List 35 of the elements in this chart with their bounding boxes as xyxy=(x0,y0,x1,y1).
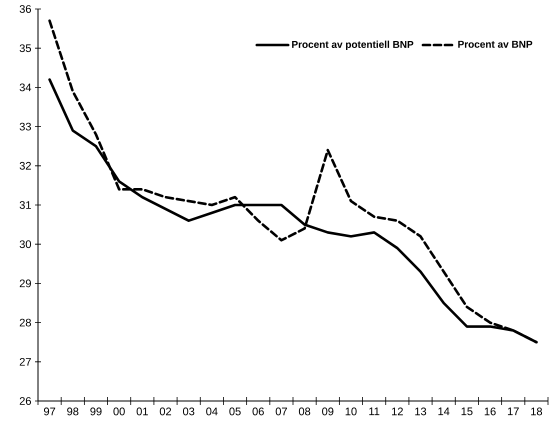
x-tick-label: 12 xyxy=(392,408,403,416)
x-tick-label: 98 xyxy=(67,408,78,416)
y-tick-label: 31 xyxy=(20,201,31,209)
x-tick-label: 11 xyxy=(369,408,380,416)
x-tick-label: 97 xyxy=(44,408,56,416)
x-tick-label: 14 xyxy=(438,408,450,416)
x-tick-label: 01 xyxy=(136,408,148,416)
x-tick-label: 16 xyxy=(484,408,496,416)
y-tick-label: 27 xyxy=(20,358,31,366)
y-tick-label: 32 xyxy=(20,162,31,170)
x-tick-label: 08 xyxy=(298,408,310,416)
y-tick-label: 29 xyxy=(20,280,31,288)
y-tick-label: 33 xyxy=(20,122,31,130)
x-tick-label: 02 xyxy=(160,408,172,416)
y-tick-label: 28 xyxy=(20,318,31,326)
x-tick-label: 00 xyxy=(113,408,125,416)
x-tick-label: 18 xyxy=(531,408,542,416)
x-tick-label: 07 xyxy=(276,408,287,416)
x-tick-label: 99 xyxy=(90,408,102,416)
y-tick-label: 30 xyxy=(20,240,32,248)
legend-label: Procent av BNP xyxy=(458,40,532,48)
x-tick-label: 13 xyxy=(415,408,426,416)
x-tick-label: 09 xyxy=(322,408,334,416)
x-tick-label: 17 xyxy=(508,408,519,416)
y-tick-label: 36 xyxy=(20,5,31,13)
x-tick-label: 05 xyxy=(229,408,241,416)
x-tick-label: 06 xyxy=(252,408,264,416)
y-tick-label: 26 xyxy=(20,397,31,405)
y-tick-label: 35 xyxy=(20,44,31,52)
x-tick-label: 15 xyxy=(462,408,473,416)
legend-label: Procent av potentiell BNP xyxy=(292,40,414,50)
x-tick-label: 03 xyxy=(182,408,194,416)
y-tick-label: 34 xyxy=(20,84,32,92)
x-tick-label: 04 xyxy=(206,408,218,416)
x-tick-label: 10 xyxy=(346,408,357,416)
